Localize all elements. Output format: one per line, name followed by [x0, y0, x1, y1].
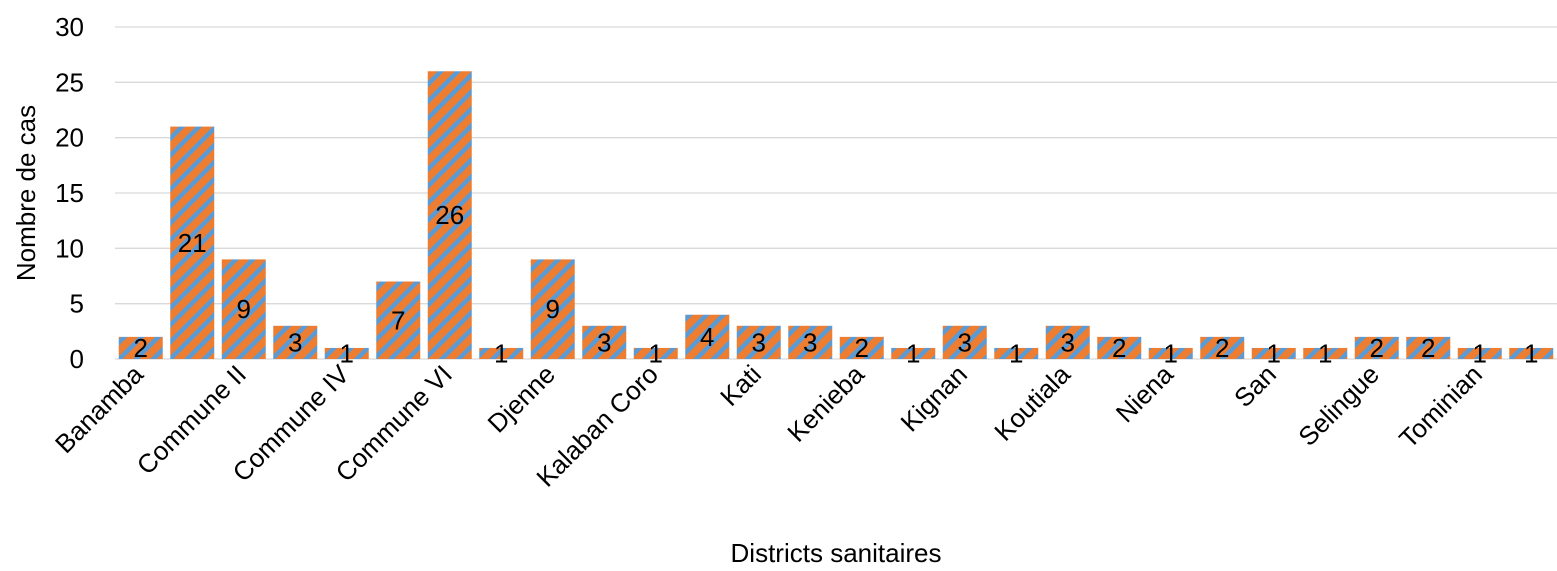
bar — [633, 347, 678, 359]
data-label: 1 — [1318, 338, 1332, 368]
data-label: 1 — [340, 338, 354, 368]
bar — [1251, 347, 1296, 359]
data-label: 2 — [1370, 333, 1384, 363]
data-label: 3 — [958, 327, 972, 357]
y-tick-label: 0 — [70, 344, 84, 374]
data-label: 1 — [1524, 338, 1538, 368]
x-tick-label: Banamba — [49, 359, 149, 459]
bar — [839, 336, 884, 359]
bar — [170, 126, 215, 359]
bar — [118, 336, 163, 359]
data-label: 1 — [1164, 338, 1178, 368]
data-label: 7 — [391, 305, 405, 335]
y-axis-title: Nombre de cas — [11, 105, 41, 281]
bar — [994, 347, 1039, 359]
bar — [788, 325, 833, 359]
data-label: 2 — [1215, 333, 1229, 363]
data-label: 4 — [700, 322, 714, 352]
y-tick-label: 5 — [70, 289, 84, 319]
gridlines — [115, 26, 1557, 360]
data-label: 26 — [435, 200, 464, 230]
x-tick-label: Kati — [714, 359, 767, 412]
y-tick-label: 10 — [55, 233, 84, 263]
bar — [1200, 336, 1245, 359]
bars — [118, 71, 1554, 360]
bar — [582, 325, 627, 359]
data-label: 2 — [134, 333, 148, 363]
bar — [479, 347, 524, 359]
data-label: 2 — [1421, 333, 1435, 363]
data-label: 3 — [803, 327, 817, 357]
bar — [1457, 347, 1502, 359]
data-label: 1 — [1267, 338, 1281, 368]
data-label: 1 — [649, 338, 663, 368]
bar — [685, 314, 730, 359]
bar — [942, 325, 987, 359]
x-axis-title: Districts sanitaires — [731, 538, 942, 568]
x-tick-label: Niena — [1110, 359, 1180, 429]
data-label: 2 — [1112, 333, 1126, 363]
x-tick-label: Kenieba — [781, 359, 870, 448]
bar — [1303, 347, 1348, 359]
data-label: 1 — [1009, 338, 1023, 368]
data-label: 3 — [752, 327, 766, 357]
x-tick-label: Tominian — [1393, 359, 1488, 454]
bar — [530, 259, 575, 359]
y-axis-ticks: 0 5 10 15 20 25 30 — [55, 12, 84, 374]
data-label: 1 — [906, 338, 920, 368]
bar — [1406, 336, 1451, 359]
bar — [1354, 336, 1399, 359]
x-tick-label: Selingue — [1292, 359, 1385, 452]
bar — [736, 325, 781, 359]
bar — [1509, 347, 1554, 359]
bar — [1148, 347, 1193, 359]
data-label: 3 — [597, 327, 611, 357]
bar — [891, 347, 936, 359]
y-tick-label: 30 — [55, 12, 84, 42]
data-label: 21 — [178, 228, 207, 258]
bar — [376, 281, 421, 359]
data-label: 9 — [546, 294, 560, 324]
y-tick-label: 25 — [55, 67, 84, 97]
bar — [1045, 325, 1090, 359]
bar — [221, 259, 266, 359]
x-tick-label: Djenne — [482, 359, 561, 438]
y-tick-label: 20 — [55, 123, 84, 153]
bar — [427, 71, 472, 360]
x-tick-label: Koutiala — [988, 359, 1076, 447]
y-tick-label: 15 — [55, 178, 84, 208]
data-label: 2 — [855, 333, 869, 363]
bar — [1097, 336, 1142, 359]
data-label: 3 — [1061, 327, 1075, 357]
bar — [324, 347, 369, 359]
data-label: 1 — [494, 338, 508, 368]
bar — [273, 325, 318, 359]
data-label: 1 — [1473, 338, 1487, 368]
x-tick-label: Kignan — [895, 359, 973, 437]
data-label: 3 — [288, 327, 302, 357]
data-label: 9 — [237, 294, 251, 324]
